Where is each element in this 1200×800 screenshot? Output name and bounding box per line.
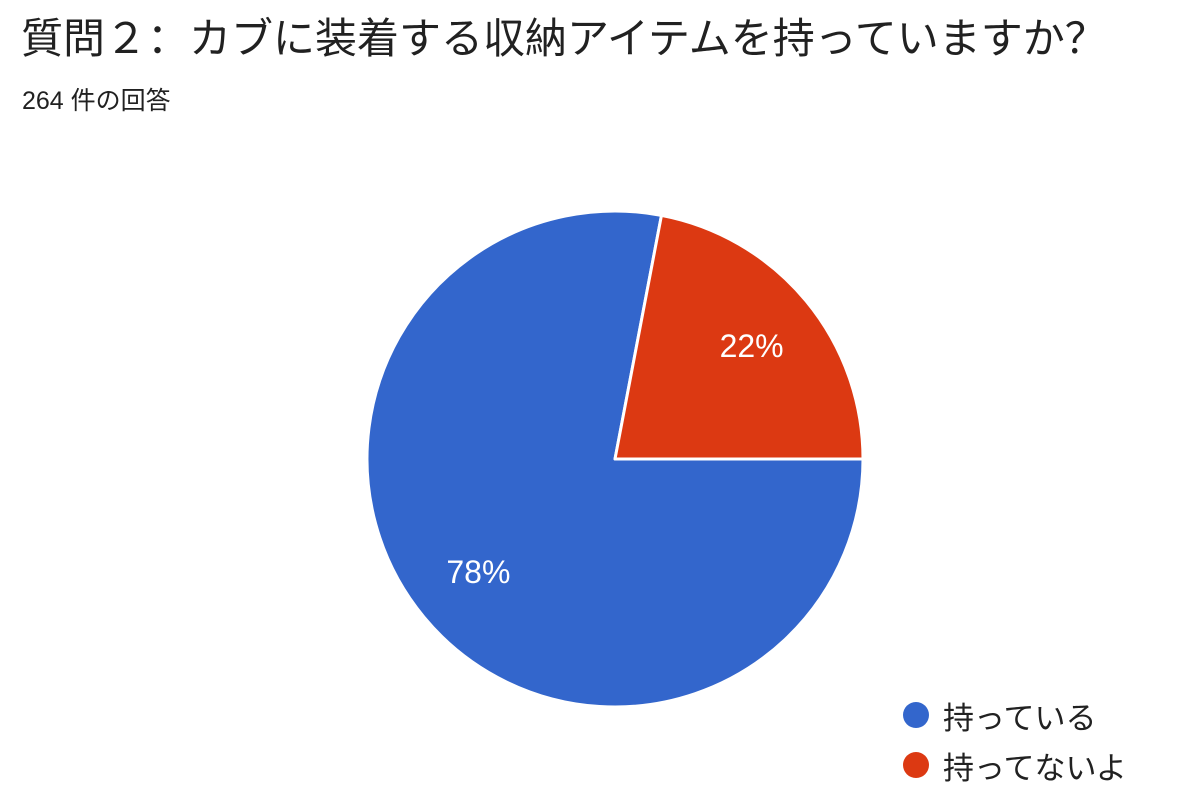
legend-label-1: 持ってないよ [943, 750, 1127, 786]
legend-swatch-icon [903, 702, 929, 728]
pie-slice-datalabel-1: 22% [720, 328, 784, 364]
chart-legend: 持っている 持ってないよ [903, 699, 1127, 799]
response-count: 264 件の回答 [22, 87, 171, 115]
legend-item-1: 持ってないよ [903, 749, 1127, 786]
legend-swatch-icon [903, 752, 929, 778]
pie-slice-datalabel-0: 78% [446, 554, 510, 590]
legend-label-0: 持っている [943, 700, 1097, 736]
pie-slice-1[interactable] [613, 213, 865, 461]
legend-item-0: 持っている [903, 699, 1127, 736]
question-title: 質問２：カブに装着する収納アイテムを持っていますか？ [21, 15, 1107, 62]
